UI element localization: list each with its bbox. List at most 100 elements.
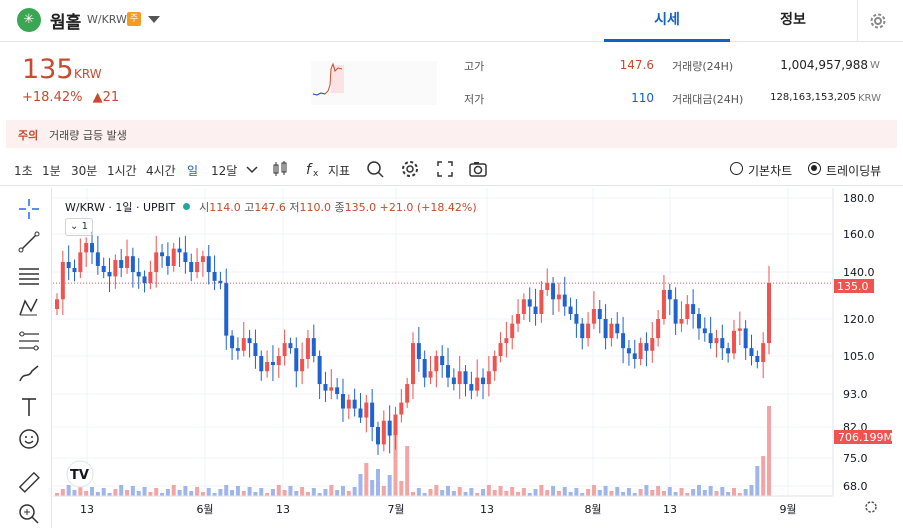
candle-body [183,252,188,263]
volume-bar [119,485,124,496]
x-tick-label: 7월 [387,503,404,516]
candle-body [510,323,515,339]
volume-bar [206,488,211,496]
volume-bar [708,486,713,496]
volume-label: 거래량(24H) [672,60,734,73]
candle-body [416,343,421,359]
timeframe-1m[interactable]: 1분 [42,164,61,178]
compare-search-icon[interactable] [365,159,385,179]
trend-line-icon[interactable] [18,231,40,253]
timeframe-1s[interactable]: 1초 [14,164,33,178]
pattern-icon[interactable] [18,297,40,319]
volume-tag [834,430,892,444]
fib-retracement-icon[interactable] [18,330,40,352]
legend-open: 114.0 [209,201,241,214]
volume-bar [644,485,649,496]
legend-collapse-button[interactable]: ⌄ 1 [65,218,93,236]
fullscreen-icon[interactable] [435,159,455,179]
timeframe-12mo[interactable]: 12달 [211,164,238,178]
timeframe-30m[interactable]: 30분 [71,164,98,178]
indicator-button[interactable]: 지표 [328,164,351,178]
chevron-down-icon[interactable] [148,16,160,23]
timeframe-4h[interactable]: 4시간 [146,164,176,178]
candle-body [440,356,445,366]
y-tick-label: 105.0 [843,350,875,363]
basic-chart-radio[interactable] [730,162,743,175]
candle-body [527,299,532,307]
basic-chart-label[interactable]: 기본차트 [748,164,793,178]
last-price-label: 135.0 [837,280,869,293]
tab-quote[interactable]: 시세 [604,0,730,42]
volume-bar [317,493,322,496]
candle-body [84,243,89,253]
change-rate: +18.42% [22,90,83,105]
volume-bar [294,491,299,496]
gear-icon[interactable] [400,159,420,179]
volume-bar [685,493,690,496]
candle-body [90,243,95,253]
candle-body [335,387,340,394]
candle-body [358,408,363,418]
candle-body [72,267,77,272]
tradingview-radio[interactable] [808,162,821,175]
timeframe-1d[interactable]: 일 [187,164,199,178]
svg-text:x: x [313,169,319,179]
volume-bar [469,488,474,496]
volume-bar [661,491,666,496]
volume-unit: W [870,60,880,71]
candle-body [696,313,701,329]
candlestick-chart[interactable]: 180.0 160.0 140.0 120.0 105.0 93.0 82.0 75.0 68.… [53,188,903,528]
camera-icon[interactable] [468,159,488,179]
candle-body [270,362,275,366]
volume-bar [597,490,602,496]
volume-bar [422,493,427,496]
text-icon[interactable] [18,396,40,418]
chart-svg[interactable]: 180.0160.0140.0120.0105.093.082.075.068.… [53,188,903,528]
horizontal-lines-icon[interactable] [18,264,40,286]
volume-bar [615,487,620,496]
emoji-icon[interactable] [18,428,40,450]
volume-bar [370,480,375,496]
volume-bar [580,493,585,496]
candle-body [679,319,684,324]
y-tick-label: 75.0 [843,452,868,465]
tradingview-label[interactable]: 트레이딩뷰 [826,164,882,178]
ruler-icon[interactable] [18,471,40,493]
candle-body [521,299,526,314]
amount-value: 128,163,153,205 [770,92,856,103]
crosshair-icon[interactable] [18,198,40,220]
chevron-down-icon[interactable] [242,159,262,179]
candle-body [446,365,451,378]
candle-body [113,260,118,277]
legend-close: 135.0 [344,201,377,214]
volume-bar [300,487,305,496]
volume-bar [626,488,631,496]
volume-bar [720,487,725,496]
candle-body [650,338,655,351]
volume-bar [241,491,246,496]
candle-body [235,348,240,351]
candle-body [247,338,252,344]
timeframe-1h[interactable]: 1시간 [107,164,137,178]
volume-bar [743,489,748,496]
settings-gear-icon[interactable] [865,501,877,513]
price-summary: 135 KRW +18.42% ▲21 고가 147.6 저가 110 거래량(… [0,42,903,120]
volume-bar [650,490,655,496]
candle-body [165,256,170,266]
candle-body [580,323,585,339]
volume-bar [200,492,205,496]
candle-body [574,313,579,324]
volume-bar [84,491,89,496]
candle-body [685,304,690,319]
brush-icon[interactable] [18,363,40,385]
candle-body [673,299,678,324]
gear-icon[interactable] [857,0,903,42]
candle-type-icon[interactable] [270,159,290,179]
zoom-in-icon[interactable] [18,503,40,525]
candle-body [615,323,620,334]
volume-bar [160,493,165,496]
volume-bar [609,491,614,496]
tab-info[interactable]: 정보 [780,12,806,28]
svg-text:f: f [306,162,313,178]
